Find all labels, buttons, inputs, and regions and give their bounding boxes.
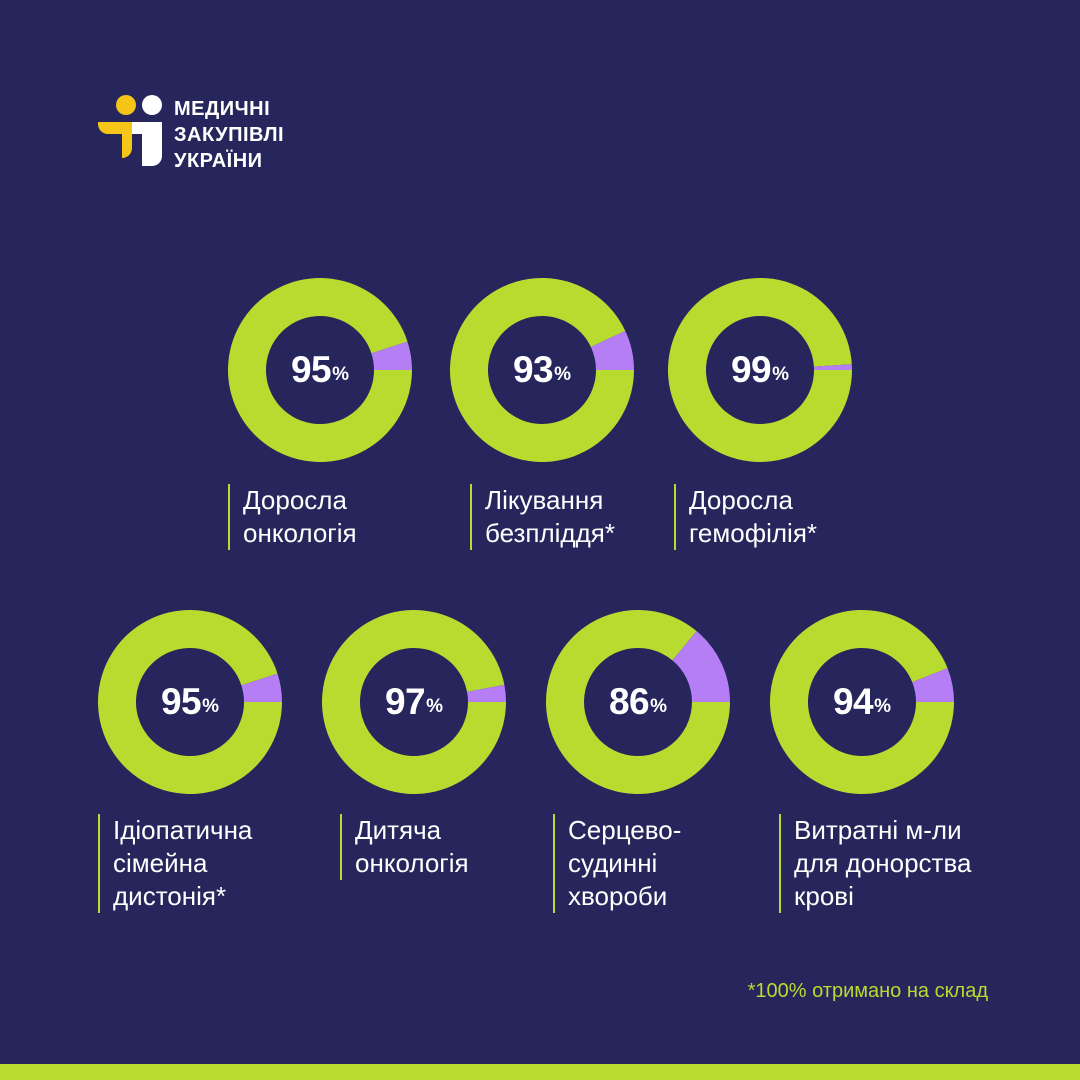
percent-value: 94 — [832, 681, 874, 722]
bottom-accent-bar — [0, 1064, 1080, 1080]
donut-remaining-slice — [371, 341, 412, 370]
logo: МЕДИЧНІ ЗАКУПІВЛІ УКРАЇНИ — [96, 92, 284, 174]
donut-received-slice — [450, 278, 634, 462]
label-line: безпліддя* — [485, 518, 615, 548]
percent-unit: % — [772, 364, 790, 385]
label-line: онкологія — [355, 848, 469, 878]
label-line: онкологія — [243, 518, 357, 548]
donut-percent-label: 99% — [668, 278, 852, 462]
donut-percent-label: 97% — [322, 610, 506, 794]
footnote: *100% отримано на склад — [747, 980, 988, 1002]
donut-category-label: Ідіопатична сімейна дистонія* — [98, 814, 252, 913]
donut-percent-label: 86% — [546, 610, 730, 794]
donut-remaining-slice — [241, 673, 282, 702]
label-line: судинні — [568, 848, 658, 878]
donut-remaining-slice — [813, 364, 852, 370]
donut-remaining-slice — [672, 631, 730, 702]
donut-percent-label: 95% — [98, 610, 282, 794]
donut-svg — [98, 610, 282, 794]
donut-chart: 97% — [322, 610, 506, 794]
percent-value: 86 — [608, 681, 650, 722]
percent-value: 95 — [290, 349, 332, 390]
label-line: сімейна — [113, 848, 208, 878]
label-line: Серцево- — [568, 815, 682, 845]
logo-line: УКРАЇНИ — [174, 150, 263, 172]
logo-text: МЕДИЧНІ ЗАКУПІВЛІ УКРАЇНИ — [174, 96, 284, 174]
donut-category-label: Доросла онкологія — [228, 484, 357, 550]
percent-value: 95 — [160, 681, 202, 722]
donut-received-slice — [770, 610, 954, 794]
donut-remaining-slice — [467, 684, 506, 702]
donut-category-label: Витратні м-ли для донорства крові — [779, 814, 971, 913]
donut-percent-label: 93% — [450, 278, 634, 462]
donut-chart: 94% — [770, 610, 954, 794]
percent-unit: % — [332, 364, 350, 385]
donut-category-label: Дитяча онкологія — [340, 814, 469, 880]
donut-chart: 95% — [98, 610, 282, 794]
donut-received-slice — [98, 610, 282, 794]
logo-line: МЕДИЧНІ — [174, 98, 271, 120]
label-line: Доросла — [243, 485, 347, 515]
percent-value: 97 — [384, 681, 426, 722]
donut-chart: 93% — [450, 278, 634, 462]
donut-percent-label: 94% — [770, 610, 954, 794]
donut-category-label: Серцево-судинні хвороби — [553, 814, 681, 913]
percent-value: 93 — [512, 349, 554, 390]
donut-svg — [322, 610, 506, 794]
donut-category-label: Лікування безпліддя* — [470, 484, 615, 550]
label-line: Лікування — [485, 485, 604, 515]
logo-mark-icon — [98, 95, 162, 166]
donut-svg — [668, 278, 852, 462]
donut-chart: 86% — [546, 610, 730, 794]
donut-received-slice — [228, 278, 412, 462]
percent-value: 99 — [730, 349, 772, 390]
donut-chart: 99% — [668, 278, 852, 462]
percent-unit: % — [426, 696, 444, 717]
logo-line: ЗАКУПІВЛІ — [174, 124, 285, 146]
donut-chart: 95% — [228, 278, 412, 462]
donut-svg — [770, 610, 954, 794]
percent-unit: % — [874, 696, 892, 717]
label-line: хвороби — [568, 881, 668, 911]
percent-unit: % — [554, 364, 572, 385]
donut-svg — [450, 278, 634, 462]
donut-remaining-slice — [912, 668, 954, 702]
donut-category-label: Доросла гемофілія* — [674, 484, 817, 550]
label-line: Ідіопатична — [113, 815, 253, 845]
donut-received-slice — [668, 278, 852, 462]
label-line: крові — [794, 881, 854, 911]
percent-unit: % — [202, 696, 220, 717]
donut-percent-label: 95% — [228, 278, 412, 462]
label-line: Дитяча — [355, 815, 442, 845]
label-line: дистонія* — [113, 881, 227, 911]
donut-svg — [546, 610, 730, 794]
donut-remaining-slice — [590, 330, 634, 370]
label-line: для донорства — [794, 848, 972, 878]
donut-svg — [228, 278, 412, 462]
label-line: Витратні м-ли — [794, 815, 962, 845]
donut-received-slice — [322, 610, 506, 794]
label-line: гемофілія* — [689, 518, 818, 548]
label-line: Доросла — [689, 485, 793, 515]
donut-received-slice — [546, 610, 730, 794]
percent-unit: % — [650, 696, 668, 717]
